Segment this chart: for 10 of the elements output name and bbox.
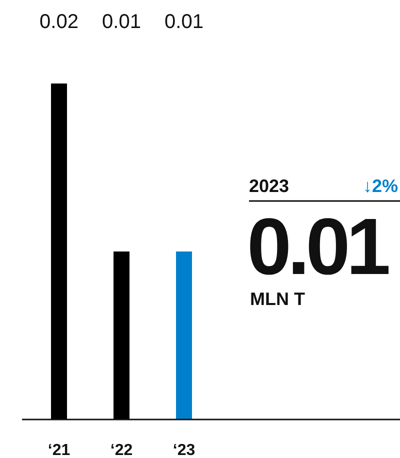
x-tick-label: ‘23: [172, 442, 196, 458]
data-label: 0.01: [164, 11, 204, 33]
data-label: 0.01: [102, 11, 141, 33]
text: MLN T: [250, 289, 305, 309]
x-tick-label: ‘21: [48, 442, 70, 458]
x-tick-label: ‘22: [110, 442, 133, 458]
text: 0.01: [247, 202, 390, 291]
data-label: 0.02: [40, 11, 78, 33]
text: ↓2%: [362, 176, 398, 196]
text: 2023: [249, 176, 290, 196]
